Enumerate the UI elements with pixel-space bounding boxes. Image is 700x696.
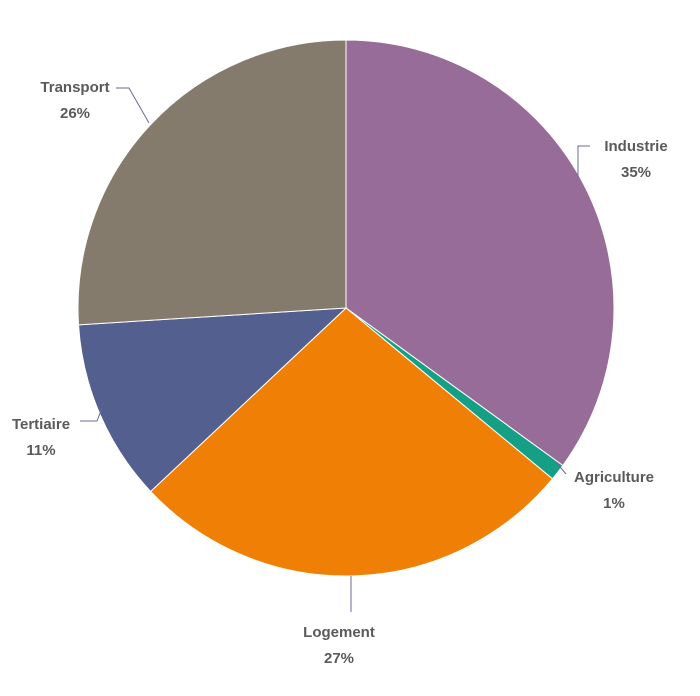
label-name-agriculture: Agriculture [574, 469, 654, 486]
slice-logement [149, 307, 554, 577]
leader-lines [80, 87, 590, 612]
pie-slices [77, 39, 615, 577]
label-name-logement: Logement [303, 624, 375, 641]
leader-line-agriculture [555, 461, 567, 475]
label-value-agriculture: 1% [603, 495, 625, 512]
label-name-industrie: Industrie [604, 138, 667, 155]
slice-industrie [345, 39, 615, 467]
slice-transport [77, 39, 347, 326]
leader-line-industrie [577, 145, 590, 178]
slice-labels: Industrie 35% Agriculture 1% Logement 27% Tert… [12, 79, 668, 667]
leader-line-tertiaire [80, 407, 103, 422]
label-value-industrie: 35% [621, 164, 651, 181]
label-value-tertiaire: 11% [26, 442, 55, 459]
label-name-transport: Transport [40, 79, 109, 96]
leader-line-transport [116, 87, 150, 124]
label-value-transport: 26% [60, 105, 90, 122]
label-value-logement: 27% [324, 650, 354, 667]
label-name-tertiaire: Tertiaire [12, 416, 70, 433]
